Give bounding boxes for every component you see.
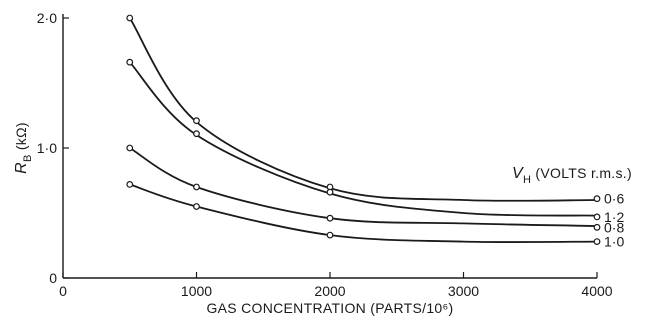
data-point <box>193 117 200 125</box>
x-tick-label: 1000 <box>181 283 212 299</box>
legend-title-rest: (VOLTS r.m.s.) <box>531 165 632 181</box>
data-point <box>126 144 134 152</box>
data-point <box>193 183 200 191</box>
labels: 0 1·0 2·0 0 1000 2000 3000 4000 GAS CONCENTRATIO… <box>13 10 632 316</box>
y-tick-label: 2·0 <box>37 10 57 26</box>
data-point <box>593 213 601 221</box>
data-point <box>593 223 601 231</box>
legend-title-symbol: V <box>512 165 524 182</box>
y-tick-label: 0 <box>49 270 57 286</box>
legend-title: VH (VOLTS r.m.s.) <box>512 165 632 186</box>
series-line <box>129 183 598 243</box>
data-point <box>326 188 334 196</box>
data-point <box>126 180 134 188</box>
y-axis-title: RB (kΩ) <box>13 122 34 174</box>
curves <box>129 17 598 243</box>
y-axis-title-symbol: R <box>13 162 30 174</box>
legend-title-subscript: H <box>523 174 531 186</box>
data-point <box>326 231 334 239</box>
axes <box>62 14 598 279</box>
x-tick-label: 0 <box>59 283 67 299</box>
data-points <box>126 14 601 246</box>
series-label: 0·8 <box>604 219 624 235</box>
y-axis-title-unit: (kΩ) <box>13 122 29 154</box>
y-axis-title-subscript: B <box>22 154 34 162</box>
x-tick-label: 2000 <box>314 283 345 299</box>
series-label: 1·2 <box>604 209 624 225</box>
data-point <box>126 14 134 22</box>
series-label: 1·0 <box>604 234 624 250</box>
series-line <box>129 61 598 217</box>
x-axis-title: GAS CONCENTRATION (PARTS/10⁶) <box>206 300 453 316</box>
data-point <box>593 238 601 246</box>
series-label: 0·6 <box>604 191 624 207</box>
x-tick-label: 4000 <box>581 283 612 299</box>
data-point <box>593 195 601 203</box>
x-tick-label: 3000 <box>448 283 479 299</box>
data-point <box>126 58 134 66</box>
data-point <box>193 203 200 210</box>
series-line <box>129 147 598 227</box>
data-point <box>326 214 334 222</box>
y-tick-label: 1·0 <box>37 140 57 156</box>
data-point <box>193 130 200 138</box>
